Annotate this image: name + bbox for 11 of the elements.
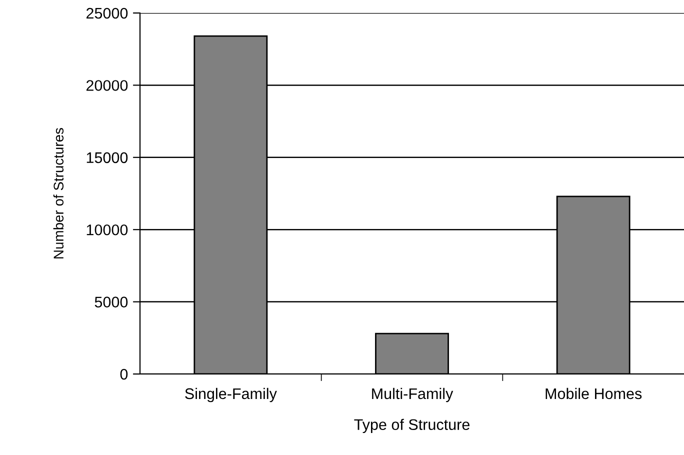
y-tick-label: 10000 bbox=[86, 224, 128, 236]
y-tick-label: 20000 bbox=[86, 80, 128, 91]
x-tick-label: Multi-Family bbox=[372, 388, 454, 402]
y-tick-label: 25000 bbox=[86, 8, 128, 19]
y-tick-label: 15000 bbox=[86, 152, 128, 164]
y-tick-label: 5000 bbox=[94, 296, 128, 308]
y-axis-title: Number of Structures bbox=[53, 128, 64, 258]
x-tick-label: Mobile Homes bbox=[546, 388, 642, 400]
x-axis-title: Type of Structure bbox=[354, 418, 470, 434]
x-tick-label: Single-Family bbox=[185, 388, 277, 402]
y-tick-label: 0 bbox=[120, 368, 128, 380]
